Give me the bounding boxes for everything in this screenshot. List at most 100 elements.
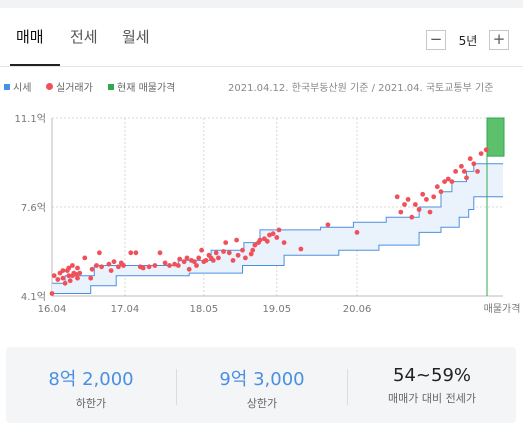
transaction-point [66,265,72,271]
stat-lower-label: 하한가 [75,397,107,410]
transaction-point [49,291,55,296]
x-tick-label: 18.05 [189,304,218,315]
price-summary-panel: 8억 2,000 하한가 9억 3,000 상한가 54~59% 매매가 대비 … [6,347,516,423]
transaction-point [248,251,254,257]
trade-type-tabs: 매매 전세 월세 [0,8,523,68]
legend-current-label: 현재 매물가격 [117,83,176,94]
stat-upper-label: 상한가 [246,397,278,410]
transaction-point [75,265,80,271]
legend-actual-swatch [46,83,53,90]
transaction-point [94,263,99,268]
current-price-range [486,117,505,157]
legend-listing-label: 시세 [13,83,32,94]
transaction-point [270,231,276,237]
transaction-point [230,258,236,263]
data-source-note: 2021.04.12. 한국부동산원 기준 / 2021.04. 국토교통부 기… [228,83,494,94]
period-value: 5년 [458,34,478,48]
transaction-point [75,275,80,281]
transaction-point [116,264,121,270]
transaction-point [325,222,331,228]
period-increase-button[interactable]: + [489,30,509,50]
transaction-point [459,163,464,169]
transaction-point [250,247,256,253]
transaction-point [453,169,458,174]
stat-ratio-label: 매매가 대비 전세가 [388,392,476,405]
transaction-point [221,249,226,254]
transaction-point [172,261,178,267]
tab-monthly-rent[interactable]: 월세 [122,28,150,46]
stat-upper-value: 9억 3,000 [219,369,305,390]
transaction-point [461,169,467,174]
transaction-point [464,175,469,181]
chart-legend: 시세 실거래가 현재 매물가격 2021.04.12. 한국부동산원 기준 / … [0,79,523,95]
transaction-point [298,246,304,252]
transaction-point [60,268,66,273]
transaction-point [398,209,404,215]
tabs-divider [0,66,523,67]
transaction-point [62,280,68,286]
stat-divider [347,369,348,405]
stat-lower-value: 8억 2,000 [48,369,134,390]
transaction-point [82,255,88,261]
transaction-point [108,268,114,273]
legend-item-listing: 시세 [4,79,31,94]
transaction-point [194,263,199,268]
stat-ratio-value: 54~59% [393,365,471,386]
transaction-point [483,147,489,153]
x-tick-label: 16.04 [38,304,67,315]
transaction-point [191,259,197,265]
transaction-point [210,258,216,263]
transaction-point [240,247,245,253]
listing-price-band [52,163,503,294]
transaction-point [111,259,117,265]
legend-listing-swatch [4,83,10,90]
transaction-point [140,265,146,271]
transaction-point [133,250,139,256]
transaction-point [146,264,152,270]
stat-jeonse-ratio: 54~59% 매매가 대비 전세가 [348,347,516,423]
transaction-point [70,263,75,268]
transaction-point [88,275,94,281]
transaction-point [413,202,418,207]
x-extra-label: 매물가격 [484,302,521,315]
transaction-point [89,266,95,272]
transaction-point [99,264,104,270]
transaction-point [97,250,102,256]
transaction-point [121,263,126,268]
transaction-point [181,259,187,265]
transaction-point [175,263,181,268]
transaction-point [167,263,172,268]
period-decrease-button[interactable]: − [426,30,446,50]
tab-jeonse[interactable]: 전세 [70,28,98,46]
transaction-point [252,242,258,248]
transaction-point [235,252,241,258]
listing-upper-line [52,163,503,284]
stat-divider [176,369,177,405]
legend-actual-label: 실거래가 [56,83,93,94]
transaction-point [216,255,221,261]
transaction-point [274,235,280,240]
transaction-point [51,273,57,279]
y-tick-label: 7.6억 [21,202,46,214]
transaction-point [196,255,202,261]
transaction-point [394,194,400,200]
transaction-point [267,232,272,238]
x-tick-label: 17.04 [111,304,140,315]
transaction-point [434,184,440,190]
transaction-point [234,237,240,243]
y-tick-label: 4.1억 [21,291,46,303]
transaction-point [66,273,72,279]
transaction-point [257,237,263,243]
transaction-point [438,189,444,195]
stat-upper-price: 9억 3,000 상한가 [177,347,347,423]
tab-sale[interactable]: 매매 [16,28,44,46]
transaction-point [60,275,66,281]
transaction-point [67,278,73,284]
transaction-point [226,250,232,256]
top-strip [0,0,523,8]
transaction-point [420,191,426,197]
transaction-point [152,263,158,268]
transaction-point [128,250,134,256]
transaction-point [264,238,270,244]
active-tab-indicator [10,64,60,66]
